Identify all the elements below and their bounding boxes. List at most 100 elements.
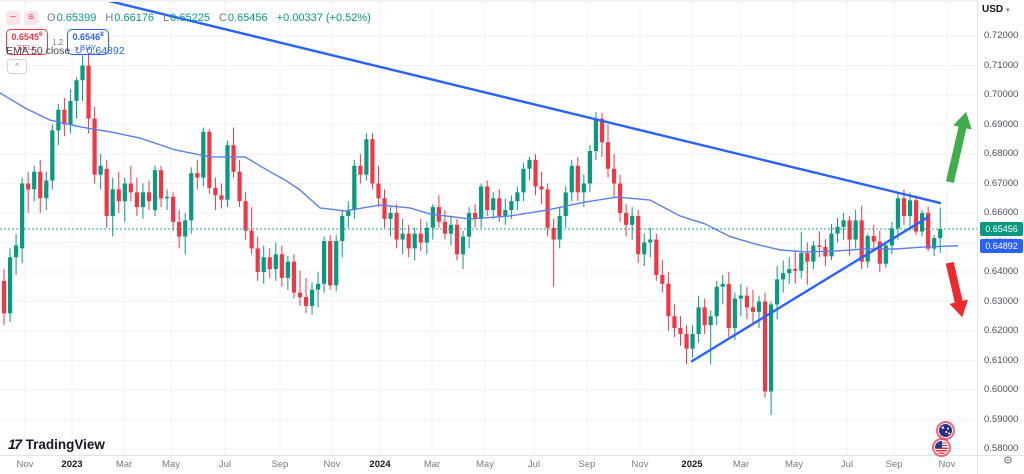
- candle: [7, 248, 13, 323]
- candle: [328, 235, 333, 290]
- candle: [68, 89, 73, 134]
- candle: [44, 171, 49, 211]
- candle: [334, 235, 339, 292]
- price-tick-label: 0.72000: [984, 30, 1019, 41]
- gridlines: [0, 0, 977, 455]
- sell-button[interactable]: 0.65456 SELL: [6, 29, 48, 55]
- collapse-indicators-button[interactable]: ^: [7, 59, 27, 74]
- time-tick-month-label: Jul: [218, 459, 232, 470]
- legend-menu-icon[interactable]: ≡: [24, 11, 38, 25]
- candle: [756, 295, 762, 329]
- candle: [726, 272, 731, 337]
- candle: [907, 192, 913, 231]
- ema-indicator-label: EMA 50 close: [6, 45, 71, 57]
- candle: [829, 223, 834, 261]
- candle: [303, 277, 309, 314]
- ema-50-line[interactable]: [0, 92, 959, 253]
- time-tick-month-label: Nov: [631, 459, 649, 470]
- time-tick-year-label: 2024: [369, 459, 391, 470]
- candle: [322, 236, 327, 293]
- candle: [491, 192, 496, 219]
- australia-flag-icon[interactable]: [939, 424, 952, 437]
- buy-price-sup: 8: [100, 31, 104, 39]
- candle: [20, 177, 25, 264]
- candle: [587, 145, 592, 193]
- candle: [919, 210, 925, 237]
- gear-icon[interactable]: ⚙: [1003, 455, 1013, 467]
- price-tick-label: 0.70000: [984, 89, 1019, 100]
- close-label: C: [218, 12, 227, 24]
- candle: [364, 133, 369, 181]
- candle: [720, 274, 725, 305]
- candle: [454, 218, 460, 261]
- candle: [56, 103, 61, 146]
- ema-indicator-row[interactable]: EMA 50 close ↻ 0.64892: [6, 45, 125, 57]
- candle: [871, 224, 876, 249]
- candle: [841, 213, 846, 240]
- candle: [611, 154, 617, 199]
- candle: [164, 189, 170, 211]
- tradingview-logo-text: TradingView: [25, 436, 105, 452]
- candle: [732, 292, 737, 340]
- candle: [787, 257, 792, 284]
- candle: [279, 245, 284, 287]
- candle: [605, 124, 611, 178]
- candle: [110, 177, 115, 237]
- candle: [473, 204, 478, 228]
- close-value: 0.65456: [227, 12, 268, 24]
- candle: [340, 210, 345, 258]
- descending-resistance-trendline[interactable]: [103, 0, 942, 205]
- candle: [853, 210, 858, 249]
- up-arrow-annotation[interactable]: [941, 110, 976, 184]
- ema-indicator-value: 0.64892: [86, 45, 125, 57]
- candle: [762, 292, 768, 398]
- candle: [418, 218, 423, 252]
- hide-legend-minus-icon[interactable]: −: [6, 11, 20, 25]
- aud-flag-circle-annotation: [936, 421, 955, 440]
- price-tick-label: 0.59000: [984, 413, 1019, 425]
- candle: [460, 230, 466, 270]
- time-tick-month-label: Nov: [16, 459, 34, 470]
- candle: [678, 316, 683, 346]
- time-tick-month-label: Sep: [271, 459, 289, 470]
- candle: [805, 242, 810, 285]
- price-tick-label: 0.60000: [984, 384, 1019, 395]
- axis-corner: [977, 455, 1024, 474]
- buy-button[interactable]: 0.65468 BUY: [67, 29, 110, 55]
- time-tick-month-label: Jul: [527, 459, 541, 470]
- candle: [448, 215, 454, 246]
- candle: [394, 204, 399, 249]
- candle: [436, 195, 441, 228]
- us-flag-icon[interactable]: [935, 441, 948, 454]
- high-label: H: [105, 12, 114, 24]
- down-arrow-annotation[interactable]: [940, 261, 971, 320]
- sell-label: SELL: [17, 43, 37, 53]
- buy-label: BUY: [79, 43, 97, 53]
- candle: [50, 124, 55, 190]
- time-tick-month-label: Nov: [938, 459, 956, 470]
- chevron-down-icon: ▾: [1006, 6, 1010, 14]
- tradingview-logo[interactable]: 17 TradingView: [8, 436, 105, 452]
- time-axis[interactable]: Nov 2023 Mar May Jul Sep Nov 2024 Mar May Jul Sep No…: [0, 455, 977, 474]
- candle: [152, 165, 158, 216]
- time-tick-year-label: 2023: [61, 459, 83, 470]
- sell-price-sup: 6: [38, 31, 43, 39]
- price-tick-label: 0.68000: [984, 148, 1019, 159]
- candle: [122, 177, 127, 222]
- candle: [811, 241, 816, 270]
- candle: [98, 154, 103, 190]
- sync-icon[interactable]: ↻: [74, 45, 83, 57]
- candle: [660, 260, 665, 293]
- candle: [509, 195, 514, 219]
- candle: [636, 210, 641, 264]
- ascending-support-trendline[interactable]: [690, 215, 930, 363]
- candle: [92, 106, 97, 184]
- time-tick-month-label: Sep: [885, 459, 903, 470]
- candle: [750, 289, 756, 326]
- currency-selector[interactable]: USD ▾: [982, 4, 1010, 15]
- candle: [714, 280, 719, 326]
- candle: [382, 189, 387, 228]
- candle: [213, 177, 218, 211]
- price-axis[interactable]: 0.72000 0.71000 0.70000 0.69000 0.68000 0.670…: [977, 0, 1024, 455]
